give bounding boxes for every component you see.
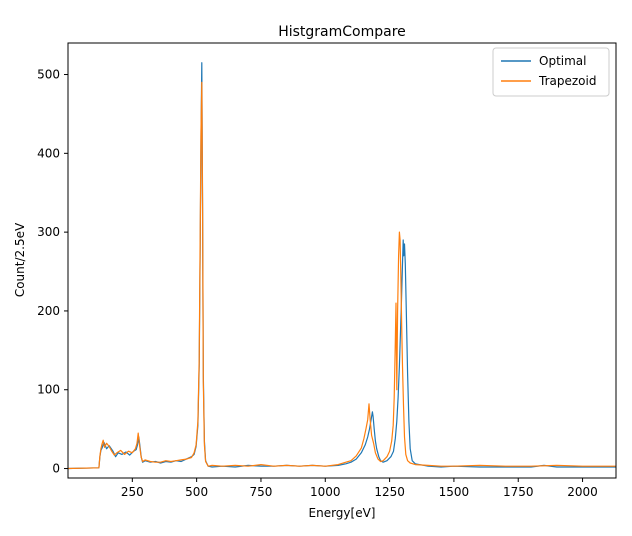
x-axis-label: Energy[eV]: [309, 506, 376, 520]
x-tick-label: 1750: [503, 485, 534, 499]
x-tick-label: 1500: [439, 485, 470, 499]
x-tick-label: 1000: [310, 485, 341, 499]
y-axis-ticks: 0 100 200 300 400 500: [37, 68, 68, 476]
series-line-trapezoid: [67, 81, 616, 470]
legend-box: [492, 47, 610, 97]
legend-label-optimal: Optimal: [539, 54, 586, 68]
y-tick-label: 200: [37, 304, 60, 318]
y-tick-label: 0: [52, 462, 60, 476]
x-tick-label: 2000: [567, 485, 598, 499]
y-tick-label: 100: [37, 383, 60, 397]
chart-title: HistgramCompare: [278, 24, 406, 40]
y-tick-label: 500: [37, 68, 60, 82]
legend: Optimal Trapezoid: [492, 47, 610, 97]
series-layer: [67, 62, 616, 470]
x-tick-label: 500: [185, 485, 208, 499]
y-tick-label: 400: [37, 146, 60, 160]
y-axis-label: Count/2.5eV: [13, 222, 27, 297]
x-tick-label: 1250: [374, 485, 405, 499]
plot-frame: [67, 42, 617, 479]
legend-label-trapezoid: Trapezoid: [538, 74, 596, 88]
x-tick-label: 250: [121, 485, 144, 499]
x-tick-label: 750: [250, 485, 273, 499]
y-tick-label: 300: [37, 225, 60, 239]
x-axis-ticks: 250 500 750 1000 1250 1500 1750 2000: [121, 478, 598, 499]
